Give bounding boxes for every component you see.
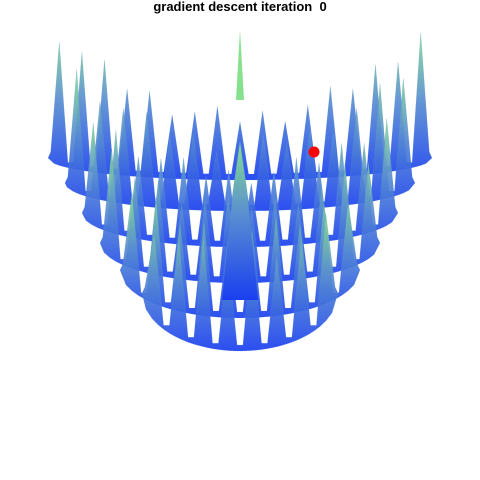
descent-point-marker bbox=[308, 146, 320, 158]
surface-central-spike bbox=[222, 142, 258, 300]
chart-title: gradient descent iteration 0 bbox=[153, 0, 327, 14]
point-layer bbox=[308, 146, 320, 158]
surface-ridge-row bbox=[47, 32, 433, 181]
surface-ridge-row bbox=[141, 213, 339, 352]
surface-layer bbox=[47, 30, 433, 352]
surface-back-spike bbox=[236, 30, 244, 100]
